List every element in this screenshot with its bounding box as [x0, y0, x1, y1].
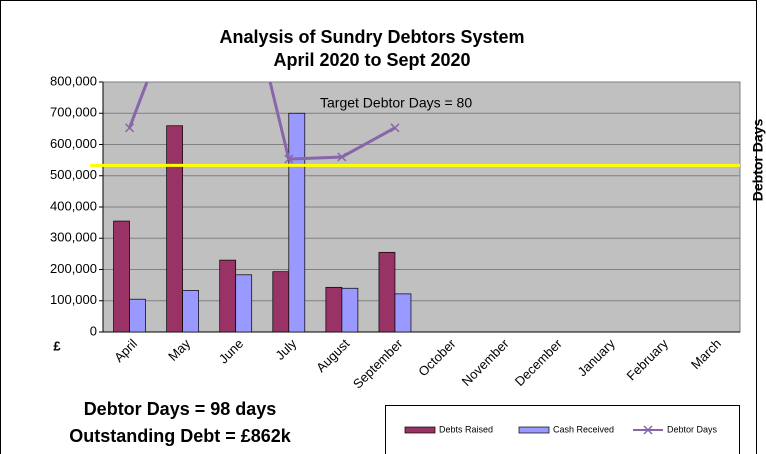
chart-title: Analysis of Sundry Debtors System: [219, 27, 524, 47]
line-group: [125, 82, 400, 164]
bar: [378, 251, 396, 333]
note: Debtor Days = 98 days: [84, 399, 277, 419]
y2-axis-label: Debtor Days: [750, 119, 766, 202]
line-marker: [284, 154, 294, 164]
bar: [341, 287, 359, 333]
annotation: Target Debtor Days = 80: [320, 95, 472, 111]
note: Outstanding Debt = £862k: [69, 426, 292, 446]
y-tick-label: 600,000: [50, 136, 97, 151]
y-tick-label: 200,000: [50, 261, 97, 276]
legend-label: Debtor Days: [667, 424, 718, 434]
bar: [182, 290, 199, 333]
legend-label: Cash Received: [553, 424, 614, 434]
legend-swatch: [518, 426, 550, 434]
bar: [325, 286, 343, 333]
legend-label: Debts Raised: [439, 424, 493, 434]
y-axis-label: £: [53, 338, 61, 353]
bar: [129, 298, 146, 333]
y-tick-label: 500,000: [50, 167, 97, 182]
bar: [235, 274, 253, 333]
bar: [113, 220, 130, 333]
bar: [288, 112, 306, 333]
legend-swatch: [404, 426, 436, 434]
bar: [272, 271, 290, 333]
bar: [219, 259, 237, 333]
y-tick-label: 100,000: [50, 292, 97, 307]
chart-subtitle: April 2020 to Sept 2020: [273, 50, 470, 70]
legend-box: [385, 405, 740, 454]
y-tick-label: 400,000: [50, 198, 97, 213]
line-marker: [390, 123, 400, 133]
legend-swatch: [643, 425, 653, 435]
line-series: [128, 82, 396, 161]
y-tick-label: 300,000: [50, 230, 97, 245]
y-tick-label: 0: [90, 323, 97, 338]
bar: [394, 293, 412, 333]
y-tick-label: 800,000: [50, 73, 97, 88]
bar: [166, 125, 183, 333]
y-tick-label: 700,000: [50, 105, 97, 120]
line-marker: [125, 123, 135, 133]
line-marker: [337, 152, 347, 162]
